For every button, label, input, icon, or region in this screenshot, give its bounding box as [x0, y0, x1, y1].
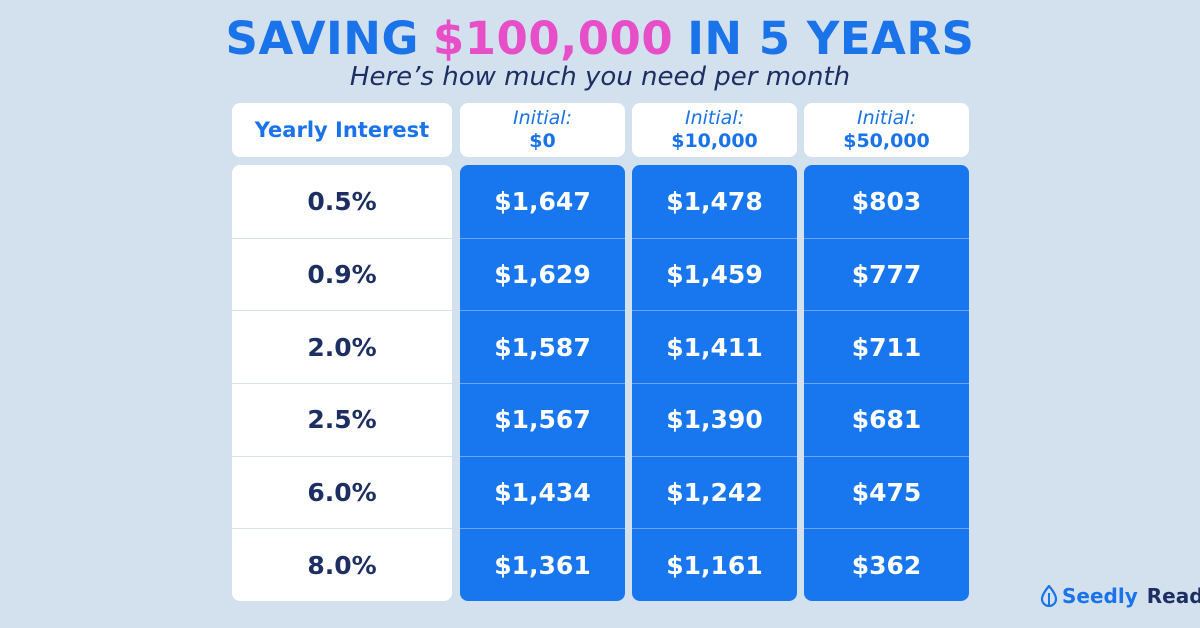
header-cell: Initial: $0 [460, 103, 625, 157]
amount-cell: $711 [804, 310, 969, 383]
amount-cell: $1,242 [632, 455, 797, 529]
column: $1,478 $1,459 $1,411 $1,390 $1,242 $1,161 [632, 165, 797, 601]
title-highlight: $100,000 [432, 12, 674, 65]
header-cell: Initial: $50,000 [804, 103, 969, 157]
rate-cell: 6.0% [232, 455, 452, 529]
rate-cell: 2.0% [232, 310, 452, 383]
amount-cell: $1,390 [632, 382, 797, 456]
amount-cell: $1,629 [460, 237, 625, 311]
amount-cell: $1,647 [494, 186, 591, 216]
amount-cell: $1,361 [460, 528, 625, 601]
header-amount: $50,000 [843, 130, 930, 152]
amount-cell: $1,567 [460, 382, 625, 456]
rate-cell: 2.5% [232, 382, 452, 456]
logo-brand: Seedly [1062, 584, 1138, 608]
header-cell: Initial: $10,000 [632, 103, 797, 157]
subtitle: Here’s how much you need per month [349, 62, 851, 92]
header-amount: $0 [529, 130, 556, 152]
logo-icon [1040, 585, 1058, 607]
amount-cell: $1,478 [666, 186, 763, 216]
rate-cell: 0.5% [307, 186, 377, 216]
amount-cell: $803 [851, 186, 922, 216]
column: $803 $777 $711 $681 $475 $362 [804, 165, 969, 601]
amount-cell: $1,459 [632, 237, 797, 311]
header-label: Initial: [857, 107, 916, 129]
amount-cell: $1,411 [632, 310, 797, 383]
amount-cell: $777 [804, 237, 969, 311]
header-label: Initial: [513, 107, 572, 129]
amount-cell: $475 [804, 455, 969, 529]
title-start: SAVING [225, 12, 419, 65]
title-end: IN 5 YEARS [687, 12, 975, 65]
column: 0.5% 0.9% 2.0% 2.5% 6.0% 8.0% [232, 165, 452, 601]
header-label: Yearly Interest [254, 117, 430, 142]
header-label: Initial: [685, 107, 744, 129]
logo: Seedly Reads [1040, 584, 1200, 608]
amount-cell: $1,161 [632, 528, 797, 601]
amount-cell: $681 [804, 382, 969, 456]
rate-cell: 8.0% [232, 528, 452, 601]
amount-cell: $1,587 [460, 310, 625, 383]
header-cell: Yearly Interest [232, 103, 452, 157]
header-amount: $10,000 [671, 130, 758, 152]
amount-cell: $362 [804, 528, 969, 601]
rate-cell: 0.9% [232, 237, 452, 311]
amount-cell: $1,434 [460, 455, 625, 529]
column: $1,647 $1,629 $1,587 $1,567 $1,434 $1,361 [460, 165, 625, 601]
title: SAVING $100,000 IN 5 YEARS [0, 12, 1200, 65]
logo-product: Reads [1146, 584, 1200, 608]
